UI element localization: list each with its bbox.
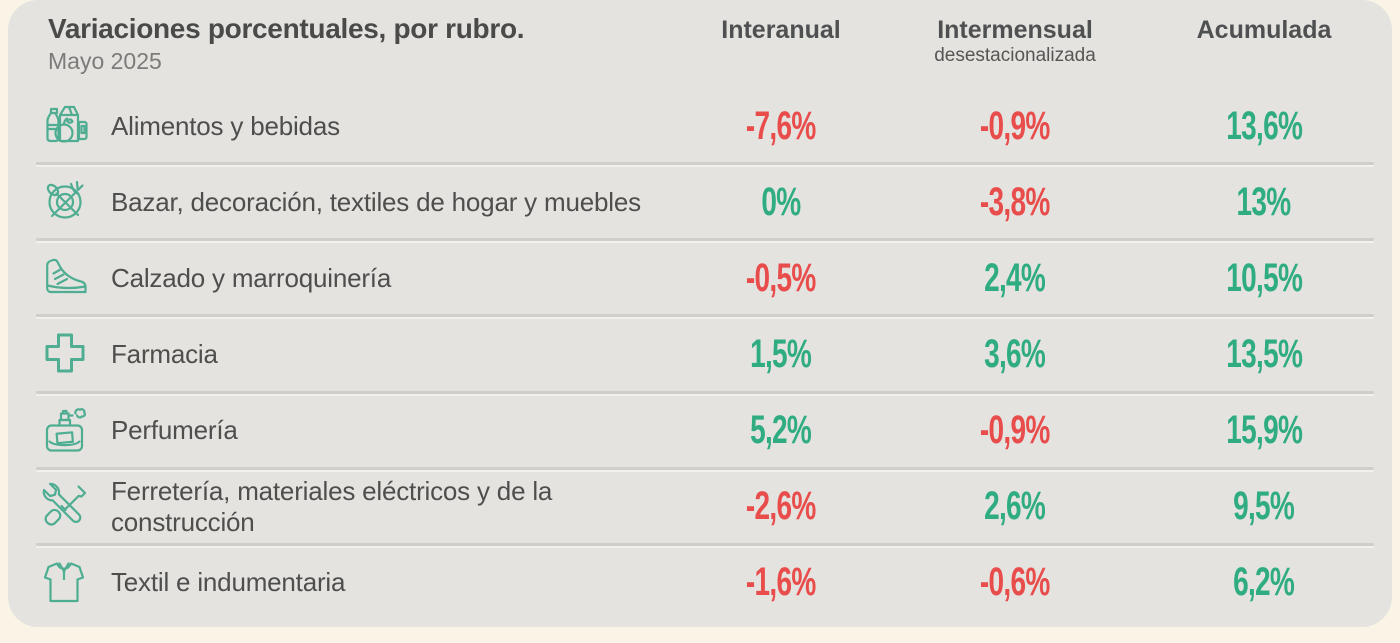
cell-interanual: -0,5% xyxy=(676,256,886,301)
row-divider xyxy=(36,238,1374,242)
value-intermensual: -0,9% xyxy=(980,408,1050,453)
value-acumulada: 10,5% xyxy=(1226,255,1303,300)
row-label: Alimentos y bebidas xyxy=(111,110,340,141)
table-row: Farmacia 1,5% 3,6% 13,5% xyxy=(8,316,1392,394)
cell-acumulada: 13,5% xyxy=(1144,332,1384,377)
value-acumulada: 13,6% xyxy=(1226,103,1303,148)
value-interanual: 0% xyxy=(761,179,801,224)
cell-acumulada: 15,9% xyxy=(1144,408,1384,453)
cell-interanual: -7,6% xyxy=(676,104,886,149)
value-acumulada: 15,9% xyxy=(1226,408,1303,453)
value-interanual: -0,5% xyxy=(746,255,816,300)
cell-acumulada: 6,2% xyxy=(1144,560,1384,605)
cell-intermensual: 2,6% xyxy=(886,484,1144,529)
page-subtitle: Mayo 2025 xyxy=(48,48,162,75)
perfume-bottle-icon xyxy=(38,404,92,458)
row-label: Ferretería, materiales eléctricos y de l… xyxy=(111,475,553,537)
row-label: Textil e indumentaria xyxy=(111,567,346,598)
table-row: Alimentos y bebidas -7,6% -0,9% 13,6% xyxy=(8,88,1392,166)
row-divider xyxy=(36,542,1374,546)
row-divider xyxy=(36,162,1374,166)
card-header: Variaciones porcentuales, por rubro. May… xyxy=(8,0,1392,90)
value-interanual: -7,6% xyxy=(746,103,816,148)
cell-intermensual: -0,9% xyxy=(886,104,1144,149)
value-interanual: 5,2% xyxy=(750,408,812,453)
cell-intermensual: -0,6% xyxy=(886,560,1144,605)
column-header-intermensual: Intermensual desestacionalizada xyxy=(886,13,1144,67)
tools-icon xyxy=(38,480,92,534)
column-header-acumulada: Acumulada xyxy=(1196,16,1332,44)
table-row: Textil e indumentaria -1,6% -0,6% 6,2% xyxy=(8,545,1392,621)
value-acumulada: 13% xyxy=(1237,179,1292,224)
row-label: Bazar, decoración, textiles de hogar y m… xyxy=(111,186,641,217)
cell-interanual: 5,2% xyxy=(676,408,886,453)
pharmacy-cross-icon xyxy=(38,327,92,381)
column-header-intermensual-sublabel: desestacionalizada xyxy=(934,45,1096,66)
cell-interanual: -1,6% xyxy=(676,560,886,605)
cell-intermensual: 3,6% xyxy=(886,332,1144,377)
value-intermensual: 2,4% xyxy=(984,255,1046,300)
table-row: Perfumería 5,2% -0,9% 15,9% xyxy=(8,393,1392,470)
value-intermensual: -3,8% xyxy=(980,179,1050,224)
value-interanual: -2,6% xyxy=(746,484,816,529)
variations-card: Variaciones porcentuales, por rubro. May… xyxy=(8,0,1392,627)
table-row: Ferretería, materiales eléctricos y de l… xyxy=(8,469,1392,546)
row-divider xyxy=(36,314,1374,318)
table-row: Bazar, decoración, textiles de hogar y m… xyxy=(8,164,1392,242)
value-acumulada: 6,2% xyxy=(1233,560,1295,605)
value-intermensual: 3,6% xyxy=(984,331,1046,376)
groceries-icon xyxy=(38,99,92,153)
row-label: Calzado y marroquinería xyxy=(111,262,392,293)
sneaker-icon xyxy=(38,251,92,305)
page-title: Variaciones porcentuales, por rubro. xyxy=(48,13,525,44)
cutlery-plate-icon xyxy=(38,175,92,229)
cell-acumulada: 10,5% xyxy=(1144,256,1384,301)
cell-acumulada: 13,6% xyxy=(1144,104,1384,149)
value-acumulada: 13,5% xyxy=(1226,331,1303,376)
value-interanual: 1,5% xyxy=(750,331,812,376)
value-intermensual: -0,9% xyxy=(980,103,1050,148)
cell-interanual: 1,5% xyxy=(676,332,886,377)
row-label: Perfumería xyxy=(111,415,238,446)
cell-intermensual: 2,4% xyxy=(886,256,1144,301)
row-label: Farmacia xyxy=(111,338,218,369)
value-acumulada: 9,5% xyxy=(1233,484,1295,529)
cell-intermensual: -3,8% xyxy=(886,180,1144,225)
row-divider xyxy=(36,390,1374,394)
polo-shirt-icon xyxy=(38,556,92,610)
cell-intermensual: -0,9% xyxy=(886,408,1144,453)
cell-interanual: 0% xyxy=(676,180,886,225)
value-intermensual: -0,6% xyxy=(980,560,1050,605)
cell-acumulada: 9,5% xyxy=(1144,484,1384,529)
value-intermensual: 2,6% xyxy=(984,484,1046,529)
cell-acumulada: 13% xyxy=(1144,180,1384,225)
column-header-interanual: Interanual xyxy=(721,16,841,44)
table-row: Calzado y marroquinería -0,5% 2,4% 10,5% xyxy=(8,240,1392,318)
cell-interanual: -2,6% xyxy=(676,484,886,529)
row-divider xyxy=(36,466,1374,470)
value-interanual: -1,6% xyxy=(746,560,816,605)
table-body: Alimentos y bebidas -7,6% -0,9% 13,6% Ba… xyxy=(8,88,1392,621)
title-block: Variaciones porcentuales, por rubro. May… xyxy=(48,13,676,75)
